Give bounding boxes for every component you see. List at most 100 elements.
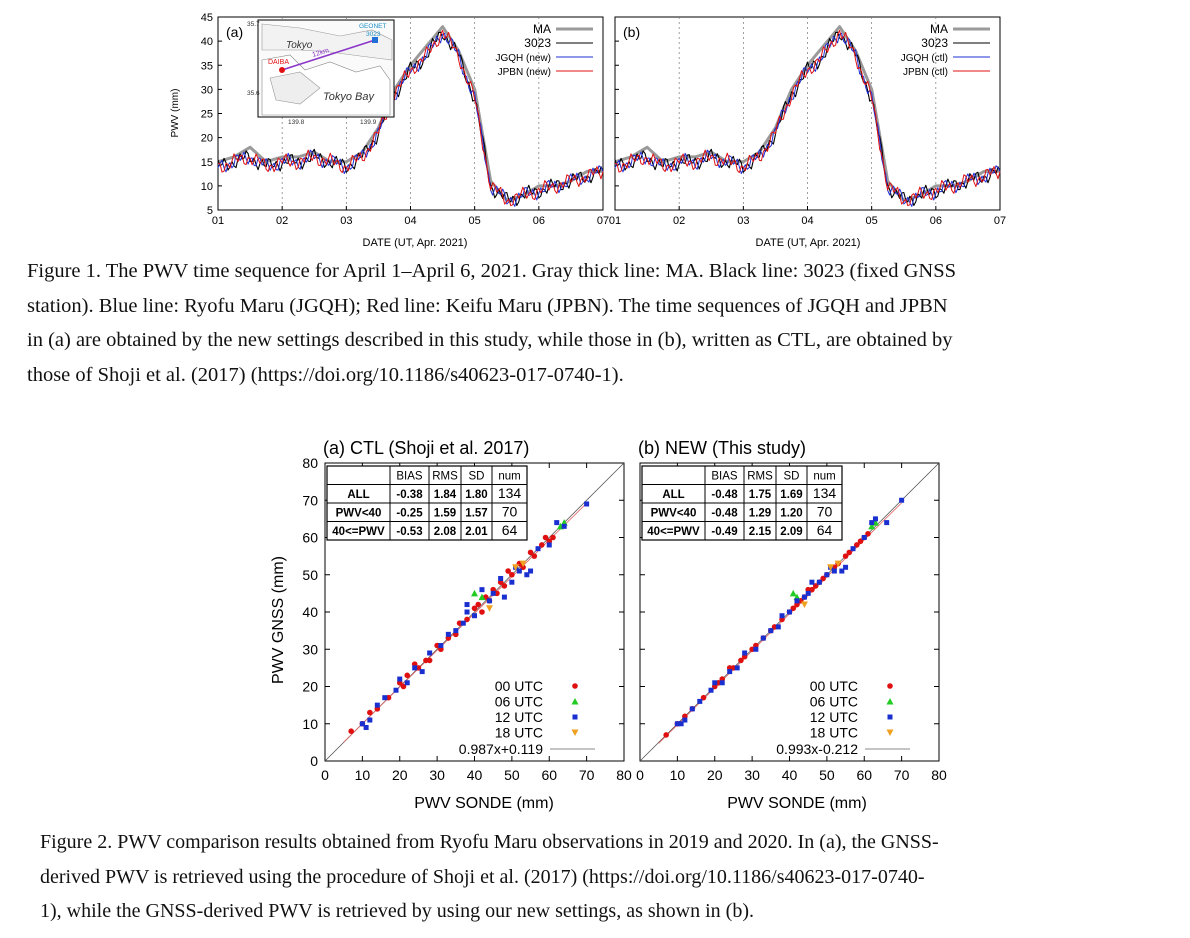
legend-marker — [886, 729, 894, 736]
figure1-caption-line: those of Shoji et al. (2017) (https://do… — [27, 363, 624, 386]
point-12utc — [760, 635, 766, 641]
legend-marker — [571, 698, 579, 705]
table-header-cell: num — [498, 471, 520, 483]
series-line-0 — [614, 25, 1000, 202]
y-tick-label: 20 — [302, 679, 318, 695]
x-tick-label: 20 — [392, 767, 408, 783]
daiba-marker — [279, 67, 285, 73]
x-tick-label: 40 — [782, 767, 798, 783]
point-00utc — [479, 609, 485, 615]
table-cell: 1.84 — [434, 489, 457, 501]
x-tick-label: 60 — [541, 767, 557, 783]
x-tick-label: 06 — [930, 215, 942, 227]
point-00utc — [404, 672, 411, 679]
legend-marker — [886, 698, 894, 705]
table-cell: 134 — [813, 485, 837, 501]
figure1-xlabel-b: DATE (UT, Apr. 2021) — [756, 237, 861, 249]
inset-lon-tick-2: 139.9 — [360, 119, 377, 126]
point-12utc — [682, 717, 688, 723]
table-cell: 2.09 — [780, 526, 802, 538]
point-12utc — [524, 572, 530, 578]
point-12utc — [404, 680, 410, 686]
figure1-xlabel-a: DATE (UT, Apr. 2021) — [363, 237, 468, 249]
table-header-cell: num — [813, 471, 835, 483]
point-00utc — [509, 571, 515, 578]
table-cell: -0.38 — [396, 489, 423, 501]
point-06utc — [789, 589, 797, 597]
point-12utc — [438, 643, 444, 649]
point-12utc — [678, 721, 684, 727]
inset-distance-label: 12km — [312, 47, 331, 59]
figure2-xlabel-a: PWV SONDE (mm) — [414, 795, 554, 812]
point-12utc — [689, 706, 695, 712]
point-12utc — [708, 687, 714, 693]
point-06utc — [478, 593, 486, 601]
legend-label: MA — [533, 22, 551, 36]
x-tick-label: 20 — [707, 767, 723, 783]
table-cell: 1.29 — [749, 508, 771, 520]
point-12utc — [363, 724, 369, 730]
point-12utc — [787, 609, 792, 615]
x-tick-label: 05 — [469, 215, 481, 227]
x-tick-label: 03 — [340, 215, 352, 227]
inset-daiba-label: DAIBA — [268, 59, 289, 66]
table-cell: 1.75 — [749, 489, 772, 501]
table-cell: 2.08 — [434, 526, 457, 538]
y-tick-label: 15 — [201, 157, 213, 169]
figure2-caption-line: 1), while the GNSS-derived PWV is retrie… — [40, 900, 754, 922]
point-12utc — [486, 598, 492, 604]
point-12utc — [809, 579, 815, 585]
point-12utc — [674, 721, 680, 727]
point-12utc — [516, 568, 522, 574]
legend-label: 12 UTC — [810, 709, 858, 725]
point-12utc — [445, 631, 451, 637]
legend-label: MA — [930, 22, 948, 36]
y-tick-label: 80 — [302, 455, 318, 471]
point-12utc — [393, 687, 399, 693]
point-00utc — [471, 605, 478, 612]
point-12utc — [374, 702, 380, 708]
series-line-1 — [217, 31, 604, 207]
point-18utc — [512, 564, 520, 571]
point-12utc — [824, 572, 830, 578]
point-12utc — [899, 497, 905, 503]
legend-label: 00 UTC — [495, 678, 543, 694]
point-12utc — [816, 579, 822, 585]
x-tick-label: 30 — [429, 767, 445, 783]
y-tick-label: 30 — [201, 84, 213, 96]
series-line-3 — [217, 30, 604, 207]
point-12utc — [498, 575, 504, 581]
x-tick-label: 06 — [533, 215, 545, 227]
point-12utc — [464, 609, 470, 615]
inset-tokyo-label: Tokyo — [286, 40, 313, 51]
point-00utc — [542, 534, 549, 541]
point-00utc — [501, 583, 508, 589]
y-tick-label: 40 — [201, 36, 213, 48]
figure1-caption-line: station). Blue line: Ryofu Maru (JGQH); … — [27, 294, 948, 317]
figure2-caption-line: Figure 2. PWV comparison results obtaine… — [40, 831, 939, 853]
point-12utc — [805, 590, 811, 596]
point-12utc — [472, 613, 477, 619]
inset-map: Tokyo Tokyo Bay 12km DAIBA GEONET 3023 3… — [247, 19, 395, 126]
legend-label: JPBN (new) — [498, 67, 551, 78]
series-line-0 — [217, 25, 603, 202]
table-header-cell: BIAS — [711, 471, 738, 483]
legend-label: JGQH (ctl) — [901, 53, 948, 64]
point-12utc — [584, 501, 590, 507]
legend-label: JGQH (new) — [495, 53, 551, 64]
point-12utc — [719, 680, 725, 686]
table-cell: 1.20 — [780, 508, 802, 520]
legend-marker — [887, 714, 893, 720]
point-12utc — [453, 628, 459, 634]
table-cell: 1.80 — [465, 489, 487, 501]
point-00utc — [475, 601, 482, 608]
x-tick-label: 10 — [355, 767, 371, 783]
x-tick-label: 60 — [856, 767, 872, 783]
table-cell: -0.53 — [396, 526, 422, 538]
x-tick-label: 03 — [737, 215, 749, 227]
legend-marker — [887, 683, 893, 689]
